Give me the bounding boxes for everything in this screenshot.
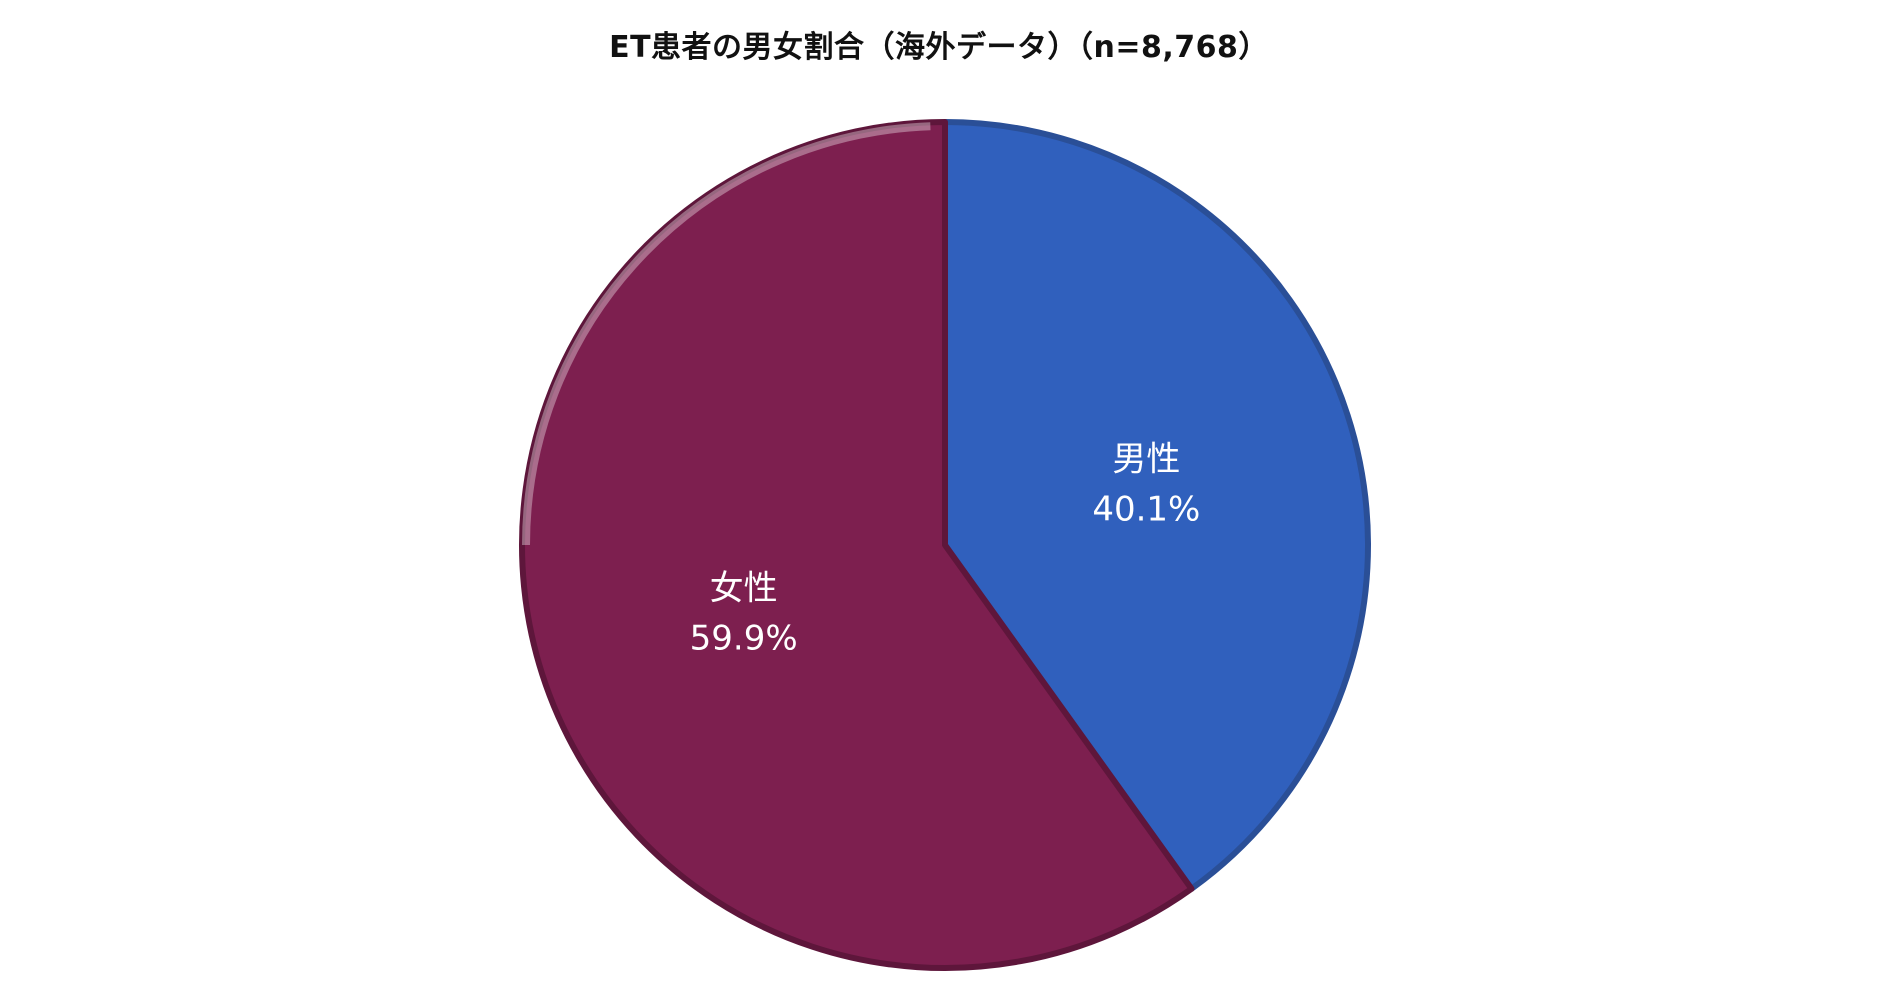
chart-title: ET患者の男女割合（海外データ）（n=8,768）: [609, 30, 1269, 65]
pie-slice-1: [519, 119, 1195, 971]
rim-highlight: [522, 122, 931, 546]
pie-slices: [519, 119, 1371, 971]
slice-label-0: 男性: [1112, 439, 1180, 479]
pie-slice-0: [942, 119, 1371, 892]
pie-labels: 男性 40.1% 女性 59.9%: [690, 439, 1201, 658]
slice-value-1: 59.9%: [690, 619, 798, 659]
slice-value-0: 40.1%: [1092, 489, 1200, 529]
slice-label-1: 女性: [710, 569, 778, 609]
